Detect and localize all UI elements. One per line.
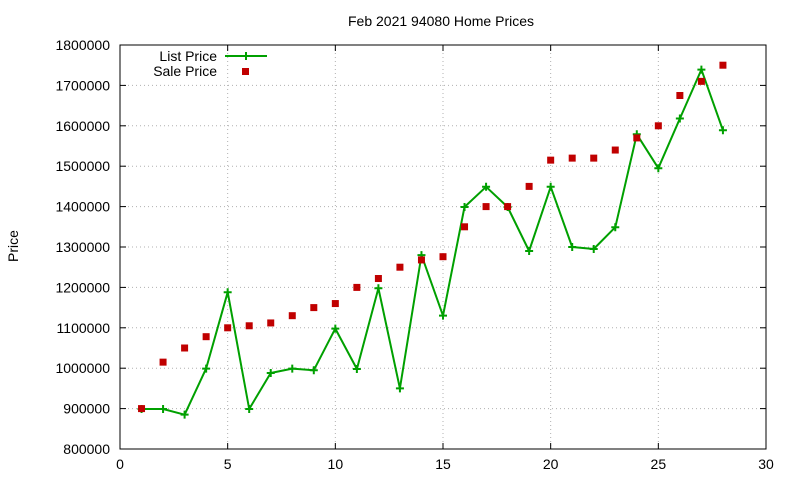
y-tick-label: 1000000 <box>55 360 110 376</box>
point-list-price <box>223 288 232 297</box>
point-sale-price <box>396 263 404 271</box>
legend-label-sale-price: Sale Price <box>153 63 217 79</box>
point-list-price <box>395 384 404 393</box>
point-sale-price <box>611 146 619 154</box>
point-sale-price <box>547 156 555 164</box>
point-list-price <box>654 164 663 173</box>
point-list-price <box>675 114 684 123</box>
x-tick-label: 25 <box>651 456 667 472</box>
y-tick-label: 1400000 <box>55 199 110 215</box>
y-tick-label: 1600000 <box>55 118 110 134</box>
point-list-price <box>352 365 361 374</box>
x-tick-label: 5 <box>224 456 232 472</box>
series-layer <box>137 61 727 419</box>
point-list-price <box>697 65 706 74</box>
legend-marker-sale-price <box>242 68 249 75</box>
point-sale-price <box>138 405 146 413</box>
x-tick-label: 30 <box>758 456 774 472</box>
point-list-price <box>568 243 577 251</box>
point-sale-price <box>202 333 210 341</box>
point-list-price <box>482 182 491 191</box>
y-tick-label: 1500000 <box>55 158 110 174</box>
point-sale-price <box>654 122 662 130</box>
point-sale-price <box>504 203 512 211</box>
legend-label-list-price: List Price <box>159 48 217 64</box>
point-list-price <box>180 410 189 419</box>
point-list-price <box>266 369 275 378</box>
point-sale-price <box>181 344 189 352</box>
point-sale-price <box>331 300 339 308</box>
point-list-price <box>611 223 620 232</box>
point-sale-price <box>267 319 275 327</box>
y-tick-label: 1300000 <box>55 239 110 255</box>
x-tick-label: 0 <box>116 456 124 472</box>
point-sale-price <box>224 324 232 332</box>
point-list-price <box>159 405 168 414</box>
y-tick-label: 1700000 <box>55 77 110 93</box>
point-sale-price <box>482 203 490 211</box>
point-list-price <box>589 245 598 254</box>
y-tick-label: 800000 <box>63 441 110 457</box>
point-sale-price <box>288 312 296 320</box>
point-sale-price <box>461 223 469 231</box>
point-sale-price <box>676 92 684 99</box>
point-list-price <box>546 182 555 191</box>
x-tick-label: 10 <box>328 456 344 472</box>
point-sale-price <box>310 304 318 312</box>
series-line-list-price <box>141 68 724 416</box>
point-list-price <box>309 366 318 375</box>
point-list-price <box>202 364 211 373</box>
x-tick-label: 20 <box>543 456 559 472</box>
plot-frame <box>119 44 767 450</box>
grid-lines <box>120 45 766 449</box>
point-sale-price <box>697 77 705 85</box>
point-sale-price <box>633 134 641 142</box>
point-sale-price <box>719 61 727 69</box>
legend: List Price Sale Price <box>153 48 267 79</box>
point-list-price <box>331 324 340 333</box>
point-sale-price <box>439 253 447 261</box>
point-list-price <box>245 405 254 414</box>
point-list-price <box>525 247 534 256</box>
point-sale-price <box>245 322 253 330</box>
point-list-price <box>439 311 447 320</box>
point-list-price <box>288 364 297 373</box>
point-sale-price <box>353 283 361 291</box>
point-sale-price <box>417 256 425 264</box>
point-sale-price <box>590 154 598 162</box>
x-tick-label: 15 <box>435 456 451 472</box>
point-sale-price <box>568 154 576 162</box>
y-axis-label: Price <box>5 230 21 262</box>
y-tick-label: 900000 <box>63 401 110 417</box>
point-sale-price <box>159 358 167 366</box>
point-list-price <box>460 203 469 212</box>
y-tick-label: 1800000 <box>55 37 110 53</box>
chart-title: Feb 2021 94080 Home Prices <box>348 13 534 29</box>
y-tick-label: 1200000 <box>55 279 110 295</box>
legend-marker-list-price <box>242 52 250 60</box>
y-tick-label: 1100000 <box>57 320 111 336</box>
point-sale-price <box>525 182 533 190</box>
point-list-price <box>718 126 727 135</box>
axes: 800000 900000 1000000 1100000 1200000 1300000… <box>55 37 774 472</box>
point-sale-price <box>374 275 382 283</box>
point-list-price <box>374 284 383 293</box>
